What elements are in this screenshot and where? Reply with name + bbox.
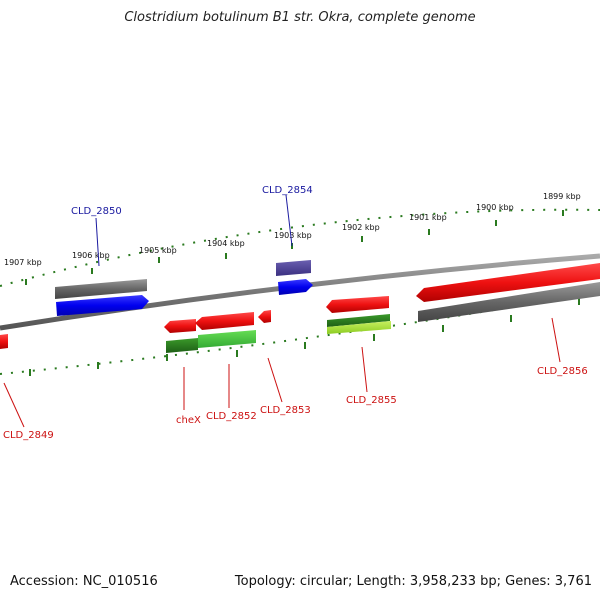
gene-arrow-cld-2854[interactable] [278,279,313,295]
tick-label: 1899 kbp [543,192,581,201]
green-band-cld-2852 [198,330,256,348]
gene-arrow-cld-2856-gray[interactable] [418,282,600,322]
inner-major-ticks [29,298,580,376]
tick-label: 1904 kbp [207,239,245,248]
gene-arrow-cld-2854-dark[interactable] [276,260,311,276]
topology-label: Topology: circular; Length: 3,958,233 bp… [234,574,592,589]
tick-label: 1903 kbp [274,231,312,240]
gene-arrow-cld-2856[interactable] [416,263,600,302]
gene-label-cld-2850[interactable]: CLD_2850 [71,206,122,217]
gene-arrow-chex[interactable] [164,319,196,333]
gene-arrow-cld-2849[interactable] [0,334,8,349]
gene-arrow-cld-2853[interactable] [258,310,271,323]
tick-label: 1900 kbp [476,203,514,212]
gene-arrow-cld-2852[interactable] [195,312,254,330]
green-band-chex [166,338,198,353]
tick-label: 1901 kbp [409,213,447,222]
leader-line-cld-2853 [267,357,283,403]
gene-label-cld-2854[interactable]: CLD_2854 [262,185,313,196]
gene-label-cld-2853[interactable]: CLD_2853 [260,405,311,416]
gene-arrow-cld-2850-gray[interactable] [55,279,147,299]
gene-label-cld-2856[interactable]: CLD_2856 [537,366,588,377]
gene-label-cld-2849[interactable]: CLD_2849 [3,430,54,441]
tick-label: 1902 kbp [342,223,380,232]
gene-label-cld-2852[interactable]: CLD_2852 [206,411,257,422]
leader-line-cld-2849 [3,382,25,428]
tick-label: 1907 kbp [4,258,42,267]
map-title: Clostridium botulinum B1 str. Okra, comp… [124,10,476,25]
leader-line-cld-2850 [95,217,100,267]
leader-line-cld-2855 [361,346,368,393]
gene-label-chex[interactable]: cheX [176,415,201,426]
gene-arrow-cld-2850[interactable] [56,295,149,316]
leader-line-cld-2856 [551,317,561,363]
green-band-cld-2855-dark [327,314,390,327]
gene-arrow-cld-2855[interactable] [326,296,389,313]
outer-tick-ring [0,208,600,287]
green-band-cld-2855-lime [327,321,391,334]
leader-line-cld-2854 [285,194,293,247]
tick-label: 1905 kbp [139,246,177,255]
tick-label: 1906 kbp [72,251,110,260]
gene-label-cld-2855[interactable]: CLD_2855 [346,395,397,406]
accession-label: Accession: NC_010516 [10,574,158,589]
